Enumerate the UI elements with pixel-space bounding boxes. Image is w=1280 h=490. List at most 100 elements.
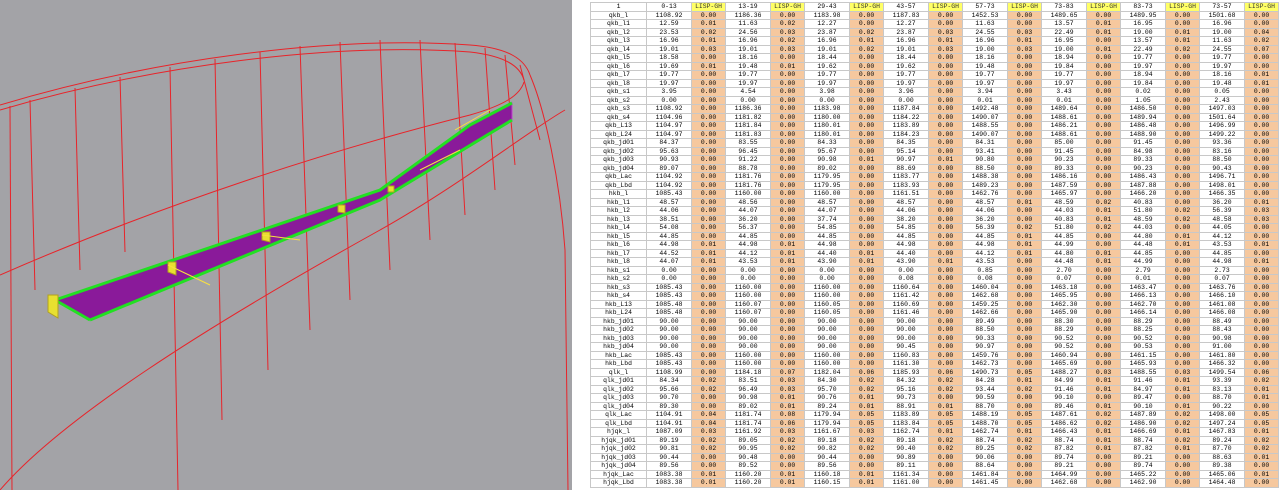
table-cell: 0.02 [691,27,726,37]
table-cell: 0.01 [1165,427,1200,437]
table-cell: 0.00 [928,342,963,352]
table-body: 1 0-13 LISP-GH 13-19 LISP-GH 29-43 LISP-GH 43-5… [590,2,1279,488]
table-cell: 0.04 [691,410,726,420]
table-cell: 0.01 [1086,206,1121,216]
table-cell: 0.00 [928,121,963,131]
table-cell: 19.00 [1041,44,1087,54]
table-cell: 0.02 [1007,444,1042,454]
table-cell: 0.00 [691,70,726,80]
table-cell: 44.40 [804,248,850,258]
table-cell: 0.00 [1007,401,1042,411]
table-cell: 1180.01 [804,129,850,139]
table-cell: 1489.94 [1120,112,1166,122]
table-cell: 1186.36 [725,104,771,114]
table-cell: 0.02 [1165,214,1200,224]
table-cell: 1161.00 [883,478,929,488]
table-cell: 1104.97 [646,121,692,131]
table-cell: 18.44 [883,53,929,63]
table-cell: 0.00 [928,129,963,139]
row-label: hkb_l5 [590,231,647,241]
table-row: qkb_l5 18.58 0.00 18.16 0.00 18.44 0.00 18.44 0.… [590,53,1279,63]
row-label: hkb_l [590,189,647,199]
table-cell: 0.00 [849,265,884,275]
table-row: qlk_jd01 84.34 0.02 83.51 0.03 84.30 0.02 84.32… [590,376,1279,386]
table-cell: 0.00 [928,10,963,20]
table-cell: 0.00 [1244,316,1279,326]
table-cell: 19.97 [962,78,1008,88]
table-cell: 0.00 [1086,240,1121,250]
table-cell: 1108.99 [646,367,692,377]
header-cell: 57-73 [962,2,1008,12]
row-label: qkb_s3 [590,104,647,114]
table-row: qkb_Lbd 1104.92 0.00 1181.76 0.00 1179.95 0.00… [590,180,1279,190]
row-label: hkb_jd02 [590,325,647,335]
table-cell: 1085.48 [646,299,692,309]
table-cell: 12.59 [646,19,692,29]
table-cell: 1104.97 [646,129,692,139]
table-cell: 1108.92 [646,104,692,114]
table-cell: 0.01 [770,257,805,267]
table-cell: 1488.70 [962,418,1008,428]
table-cell: 1160.00 [804,291,850,301]
table-cell: 84.97 [1120,384,1166,394]
table-cell: 0.00 [691,112,726,122]
table-cell: 19.97 [646,78,692,88]
table-cell: 1467.83 [1199,427,1245,437]
table-cell: 83.55 [725,138,771,148]
header-cell: 73-57 [1199,2,1245,12]
table-cell: 0.00 [1086,112,1121,122]
table-cell: 0.06 [770,418,805,428]
table-cell: 90.00 [804,333,850,343]
table-cell: 0.00 [1086,265,1121,275]
table-cell: 0.00 [1244,10,1279,20]
table-cell: 0.00 [1165,197,1200,207]
table-cell: 0.00 [849,70,884,80]
table-cell: 0.00 [883,95,929,105]
table-cell: 0.00 [849,163,884,173]
table-cell: 0.00 [849,325,884,335]
table-cell: 24.56 [725,27,771,37]
table-cell: 0.00 [849,129,884,139]
table-cell: 19.97 [1041,78,1087,88]
table-cell: 0.00 [691,325,726,335]
row-label: hkb_l3 [590,214,647,224]
table-cell: 84.33 [804,138,850,148]
table-row: hkb_l7 44.52 0.01 44.12 0.01 44.40 0.01 44.40 0.… [590,248,1279,258]
table-cell: 0.02 [1086,410,1121,420]
table-cell: 0.01 [691,248,726,258]
table-cell: 0.00 [1086,61,1121,71]
row-label: qkb_l7 [590,70,647,80]
table-cell: 0.00 [691,214,726,224]
table-cell: 0.01 [1007,197,1042,207]
row-label: hkb_L13 [590,299,647,309]
table-cell: 0.02 [928,435,963,445]
table-cell: 1104.91 [646,410,692,420]
table-cell: 88.49 [1199,316,1245,326]
table-cell: 0.00 [1165,172,1200,182]
table-cell: 0.00 [1244,291,1279,301]
table-cell: 0.00 [1086,172,1121,182]
table-cell: 0.00 [804,274,850,284]
table-cell: 93.36 [1199,138,1245,148]
table-cell: 1160.00 [804,189,850,199]
table-cell: 0.01 [1086,214,1121,224]
table-cell: 0.00 [1086,282,1121,292]
table-cell: 88.78 [725,163,771,173]
table-cell: 1180.01 [804,121,850,131]
table-cell: 0.00 [691,299,726,309]
table-cell: 0.00 [928,223,963,233]
table-cell: 0.00 [1007,138,1042,148]
table-cell: 0.02 [770,435,805,445]
table-cell: 0.08 [770,410,805,420]
table-cell: 1461.08 [1199,299,1245,309]
table-cell: 1464.99 [1041,469,1087,479]
header-cell: LISP-GH [1165,2,1200,12]
table-cell: 43.90 [883,257,929,267]
header-cell: 73-83 [1041,2,1087,12]
table-cell: 0.00 [1244,223,1279,233]
table-row: qkb_l4 19.01 0.03 19.01 0.03 19.01 0.02 19.01 0.… [590,44,1279,54]
table-cell: 90.00 [883,316,929,326]
table-row: qkb_l2 23.53 0.02 24.56 0.03 23.87 0.02 23.87 0.… [590,27,1279,37]
table-cell: 0.00 [1165,112,1200,122]
